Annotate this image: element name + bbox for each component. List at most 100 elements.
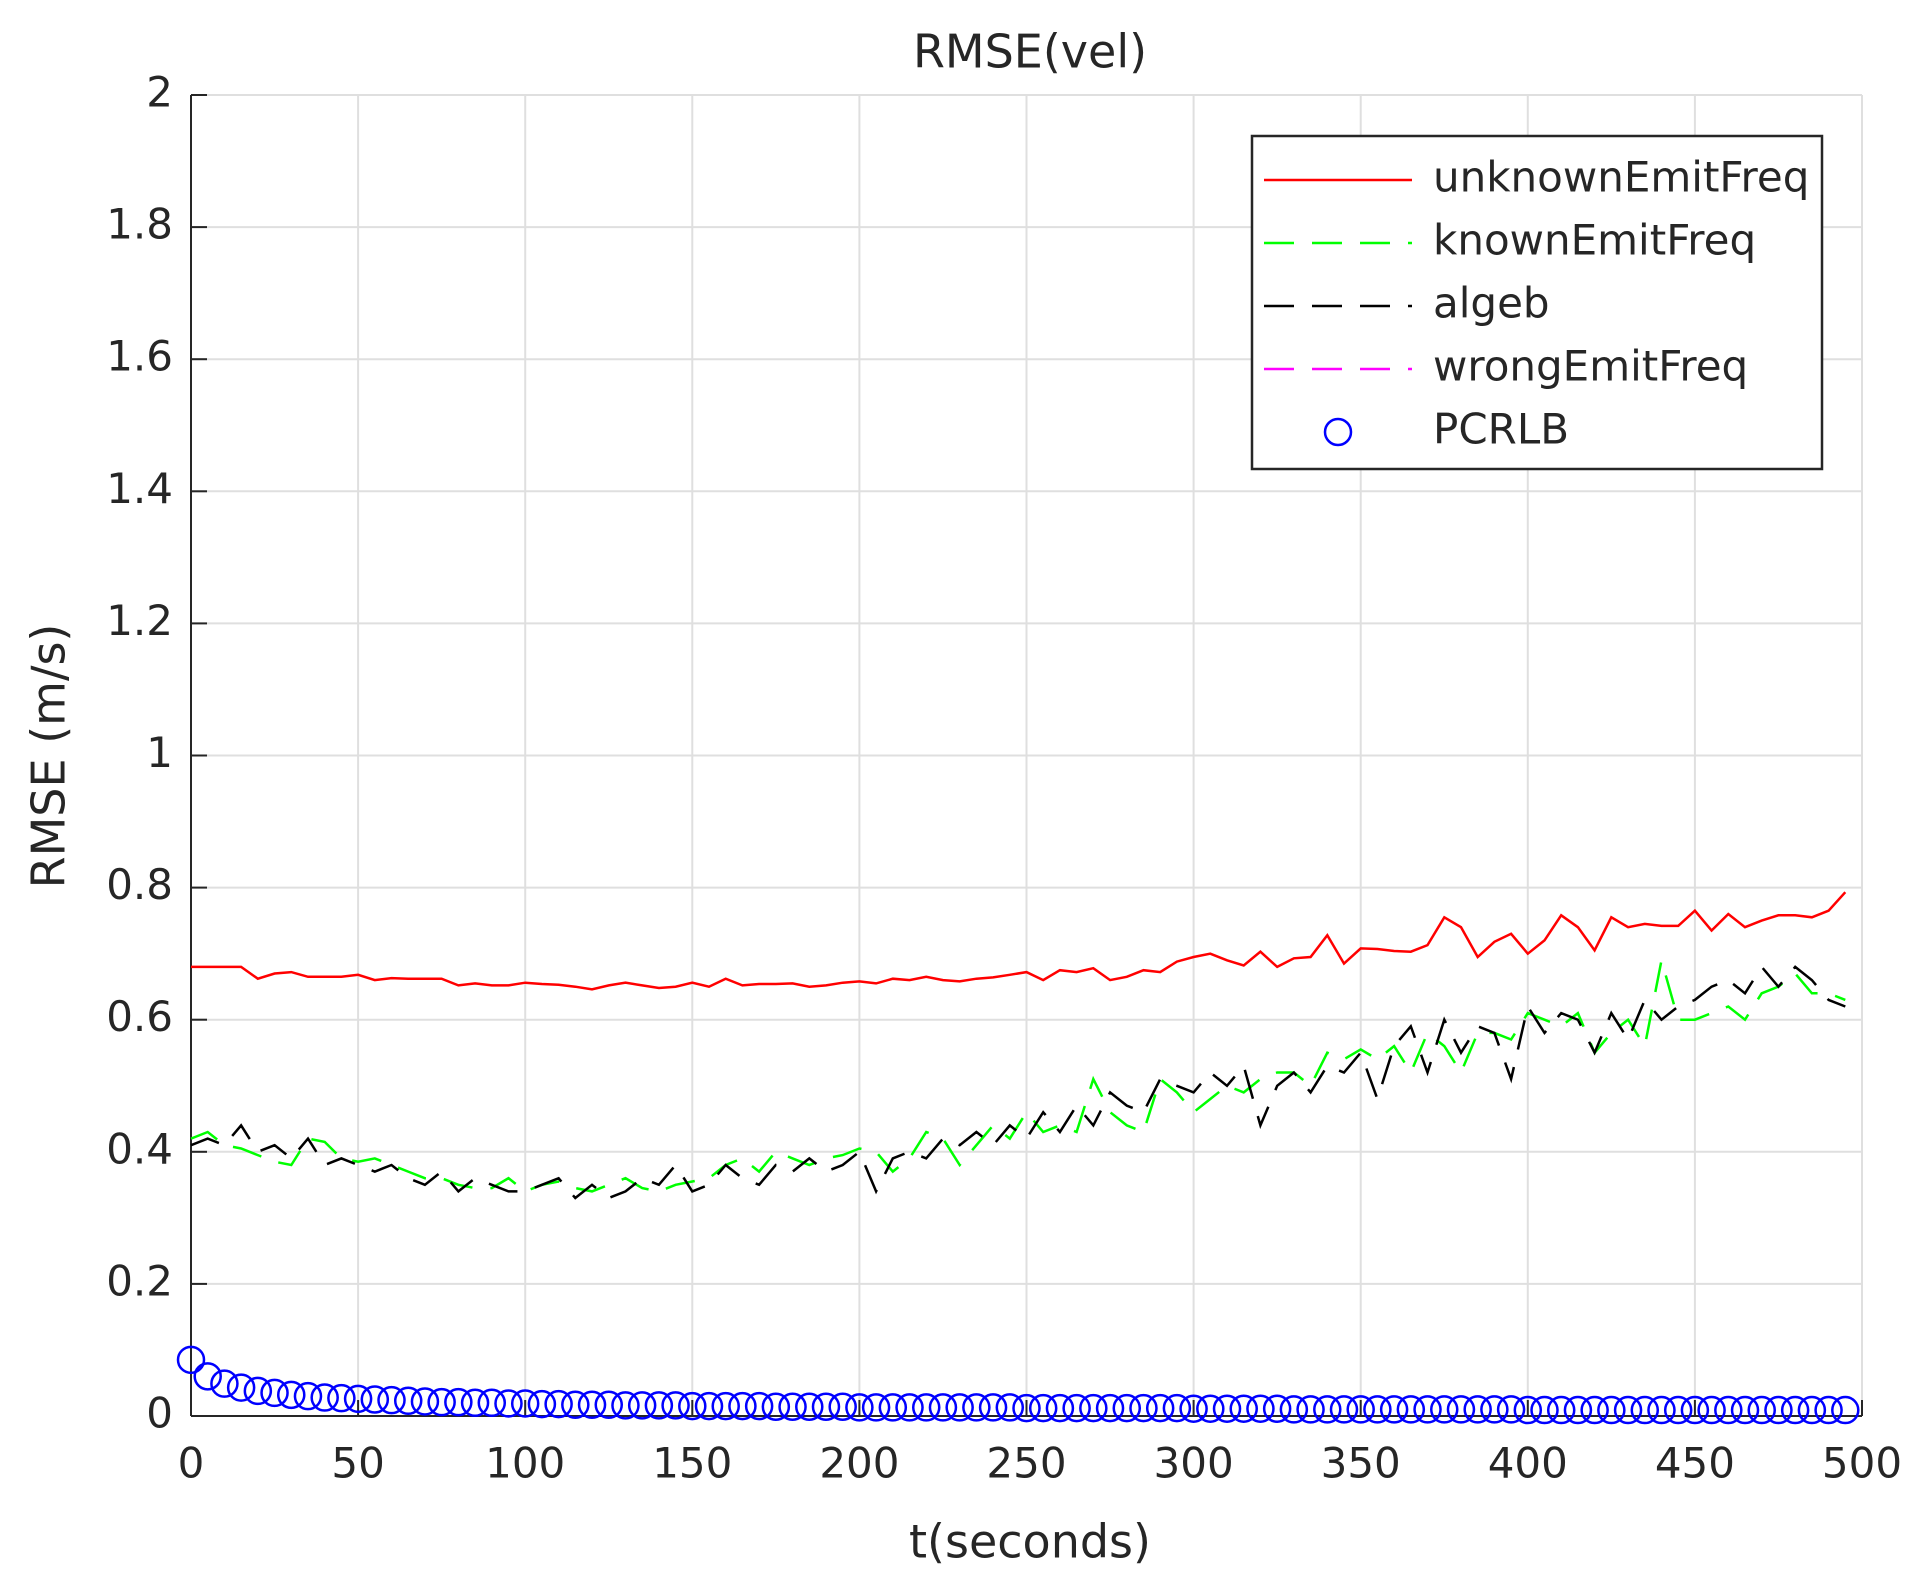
marker [644, 1391, 674, 1420]
marker [1129, 1393, 1158, 1423]
marker [1714, 1395, 1743, 1425]
marker [995, 1393, 1025, 1422]
marker [1095, 1393, 1125, 1423]
marker [627, 1391, 657, 1420]
marker [945, 1393, 974, 1422]
marker [1396, 1395, 1426, 1424]
x-tick-label: 200 [819, 1439, 899, 1488]
marker [427, 1387, 456, 1417]
marker [1563, 1395, 1593, 1425]
marker [1296, 1395, 1325, 1424]
marker [962, 1393, 991, 1422]
marker [1179, 1394, 1208, 1423]
marker [293, 1381, 323, 1411]
marker [477, 1388, 507, 1418]
marker [845, 1393, 874, 1422]
marker [1513, 1395, 1543, 1425]
marker [728, 1391, 757, 1421]
marker [1262, 1394, 1292, 1423]
legend-label: unknownEmitFreq [1433, 153, 1809, 202]
series-line [190, 964, 1846, 1200]
marker [1697, 1395, 1726, 1425]
marker [1530, 1395, 1559, 1425]
marker [811, 1392, 841, 1422]
x-tick-label: 100 [485, 1439, 565, 1488]
marker [176, 1345, 206, 1375]
series-line [191, 891, 1847, 991]
marker [327, 1383, 356, 1413]
marker [594, 1390, 623, 1420]
marker [694, 1391, 724, 1421]
marker [795, 1392, 824, 1422]
series-line [190, 959, 1846, 1193]
x-axis-label: t(seconds) [909, 1515, 1151, 1569]
legend-label: knownEmitFreq [1433, 216, 1756, 265]
marker [577, 1390, 607, 1420]
marker [1613, 1395, 1643, 1425]
marker [711, 1391, 740, 1421]
marker [1212, 1394, 1242, 1423]
legend-label: PCRLB [1433, 405, 1569, 454]
marker [1062, 1393, 1091, 1423]
chart-title: RMSE(vel) [913, 25, 1147, 79]
x-tick-label: 0 [178, 1439, 205, 1488]
marker [1246, 1394, 1275, 1423]
marker [310, 1383, 339, 1412]
x-tick-label: 500 [1822, 1439, 1902, 1488]
marker [510, 1389, 540, 1418]
marker [544, 1389, 573, 1419]
marker [611, 1391, 640, 1420]
marker [410, 1387, 440, 1416]
marker [377, 1385, 406, 1415]
y-axis-label: RMSE (m/s) [22, 624, 76, 889]
marker [210, 1369, 239, 1398]
marker [828, 1392, 857, 1422]
marker [1647, 1395, 1676, 1425]
marker [1446, 1395, 1476, 1424]
x-tick-label: 50 [331, 1439, 384, 1488]
y-tick-label: 1 [146, 728, 173, 777]
marker [1580, 1395, 1609, 1425]
marker [1780, 1395, 1810, 1425]
marker [678, 1391, 707, 1421]
marker [1747, 1395, 1776, 1425]
y-tick-label: 0.8 [106, 860, 173, 909]
marker [878, 1393, 908, 1422]
marker [1229, 1394, 1258, 1423]
x-tick-label: 450 [1655, 1439, 1735, 1488]
y-tick-label: 0 [146, 1389, 173, 1438]
marker [226, 1373, 256, 1402]
marker [1379, 1395, 1409, 1424]
marker [1112, 1393, 1142, 1423]
marker [761, 1392, 791, 1422]
marker [1730, 1395, 1760, 1425]
marker [895, 1393, 924, 1422]
x-tick-label: 150 [652, 1439, 732, 1488]
legend-label: wrongEmitFreq [1433, 342, 1748, 391]
legend-box [1250, 134, 1824, 471]
legend-swatch [1323, 417, 1353, 447]
marker [1597, 1395, 1626, 1425]
y-tick-label: 1.4 [106, 464, 173, 513]
marker [193, 1362, 222, 1391]
marker [1496, 1395, 1526, 1424]
marker [1145, 1393, 1175, 1423]
y-tick-label: 1.6 [106, 332, 173, 381]
marker [444, 1387, 473, 1417]
marker [1279, 1395, 1309, 1424]
marker [1797, 1395, 1827, 1425]
marker [1546, 1395, 1576, 1425]
x-tick-label: 400 [1488, 1439, 1568, 1488]
marker [1346, 1395, 1375, 1424]
marker [277, 1380, 306, 1410]
y-tick-label: 1.2 [106, 596, 173, 645]
marker [928, 1393, 958, 1422]
x-tick-label: 350 [1321, 1439, 1401, 1488]
marker [393, 1386, 423, 1416]
marker [1363, 1395, 1392, 1424]
marker [1162, 1393, 1192, 1423]
marker [1079, 1393, 1108, 1423]
marker [978, 1393, 1008, 1422]
marker [744, 1391, 774, 1421]
marker [1480, 1395, 1509, 1424]
